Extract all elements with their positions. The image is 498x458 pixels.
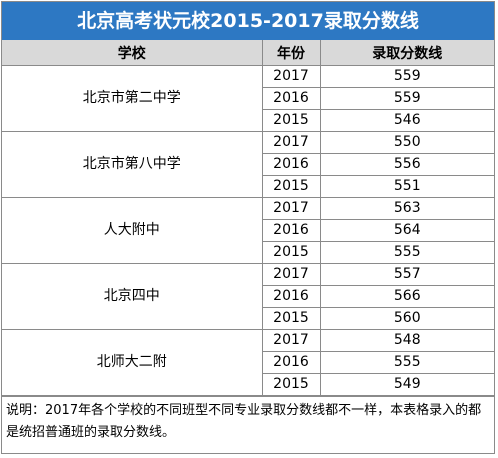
year-cell: 2017 [261, 197, 321, 220]
table-row: 北京市第八中学 2017 550 [2, 131, 494, 198]
column-header-year: 年份 [261, 40, 321, 66]
school-name-cell: 北京四中 [2, 263, 263, 330]
year-cell: 2015 [261, 109, 321, 132]
score-cell: 551 [319, 175, 494, 198]
school-name-cell: 北京市第二中学 [2, 65, 263, 132]
score-cell: 550 [319, 131, 494, 154]
score-cell: 563 [319, 197, 494, 220]
table-header-row: 学校 年份 录取分数线 [2, 40, 494, 66]
year-cell: 2017 [261, 329, 321, 352]
year-cell: 2015 [261, 175, 321, 198]
table-row: 2015 555 [2, 241, 494, 264]
score-cell: 548 [319, 329, 494, 352]
table-title: 北京高考状元校2015-2017录取分数线 [2, 2, 494, 40]
year-cell: 2016 [261, 285, 321, 308]
score-cell: 556 [319, 153, 494, 176]
score-cell: 564 [319, 219, 494, 242]
year-cell: 2015 [261, 241, 321, 264]
school-name-cell: 人大附中 [2, 197, 263, 264]
score-cell: 559 [319, 65, 494, 88]
score-cell: 560 [319, 307, 494, 330]
column-header-school: 学校 [2, 40, 263, 66]
table-row: 北京四中 2017 557 [2, 263, 494, 330]
year-cell: 2016 [261, 153, 321, 176]
score-cell: 566 [319, 285, 494, 308]
score-cell: 555 [319, 241, 494, 264]
table-row: 北师大二附 2017 548 [2, 329, 494, 396]
table-row: 2016 556 [2, 153, 494, 176]
table-row: 2015 551 [2, 175, 494, 198]
score-cell: 557 [319, 263, 494, 286]
score-table: 学校 年份 录取分数线 北京市第二中学 2017 559 2016 559 20… [2, 40, 494, 396]
year-cell: 2016 [261, 87, 321, 110]
year-cell: 2015 [261, 307, 321, 330]
score-cell: 546 [319, 109, 494, 132]
year-cell: 2016 [261, 219, 321, 242]
table-row: 人大附中 2017 563 [2, 197, 494, 264]
column-header-score: 录取分数线 [319, 40, 494, 66]
school-name-cell: 北京市第八中学 [2, 131, 263, 198]
year-cell: 2017 [261, 263, 321, 286]
year-cell: 2016 [261, 351, 321, 374]
table-row: 2015 546 [2, 109, 494, 132]
score-cell: 549 [319, 373, 494, 396]
table-row: 北京市第二中学 2017 559 [2, 65, 494, 132]
score-cell: 559 [319, 87, 494, 110]
score-cell: 555 [319, 351, 494, 374]
year-cell: 2015 [261, 373, 321, 396]
school-name-cell: 北师大二附 [2, 329, 263, 396]
table-row: 2016 566 [2, 285, 494, 308]
year-cell: 2017 [261, 65, 321, 88]
table-row: 2015 549 [2, 373, 494, 396]
year-cell: 2017 [261, 131, 321, 154]
table-footnote: 说明：2017年各个学校的不同班型不同专业录取分数线都不一样，本表格录入的都是统… [2, 396, 494, 444]
